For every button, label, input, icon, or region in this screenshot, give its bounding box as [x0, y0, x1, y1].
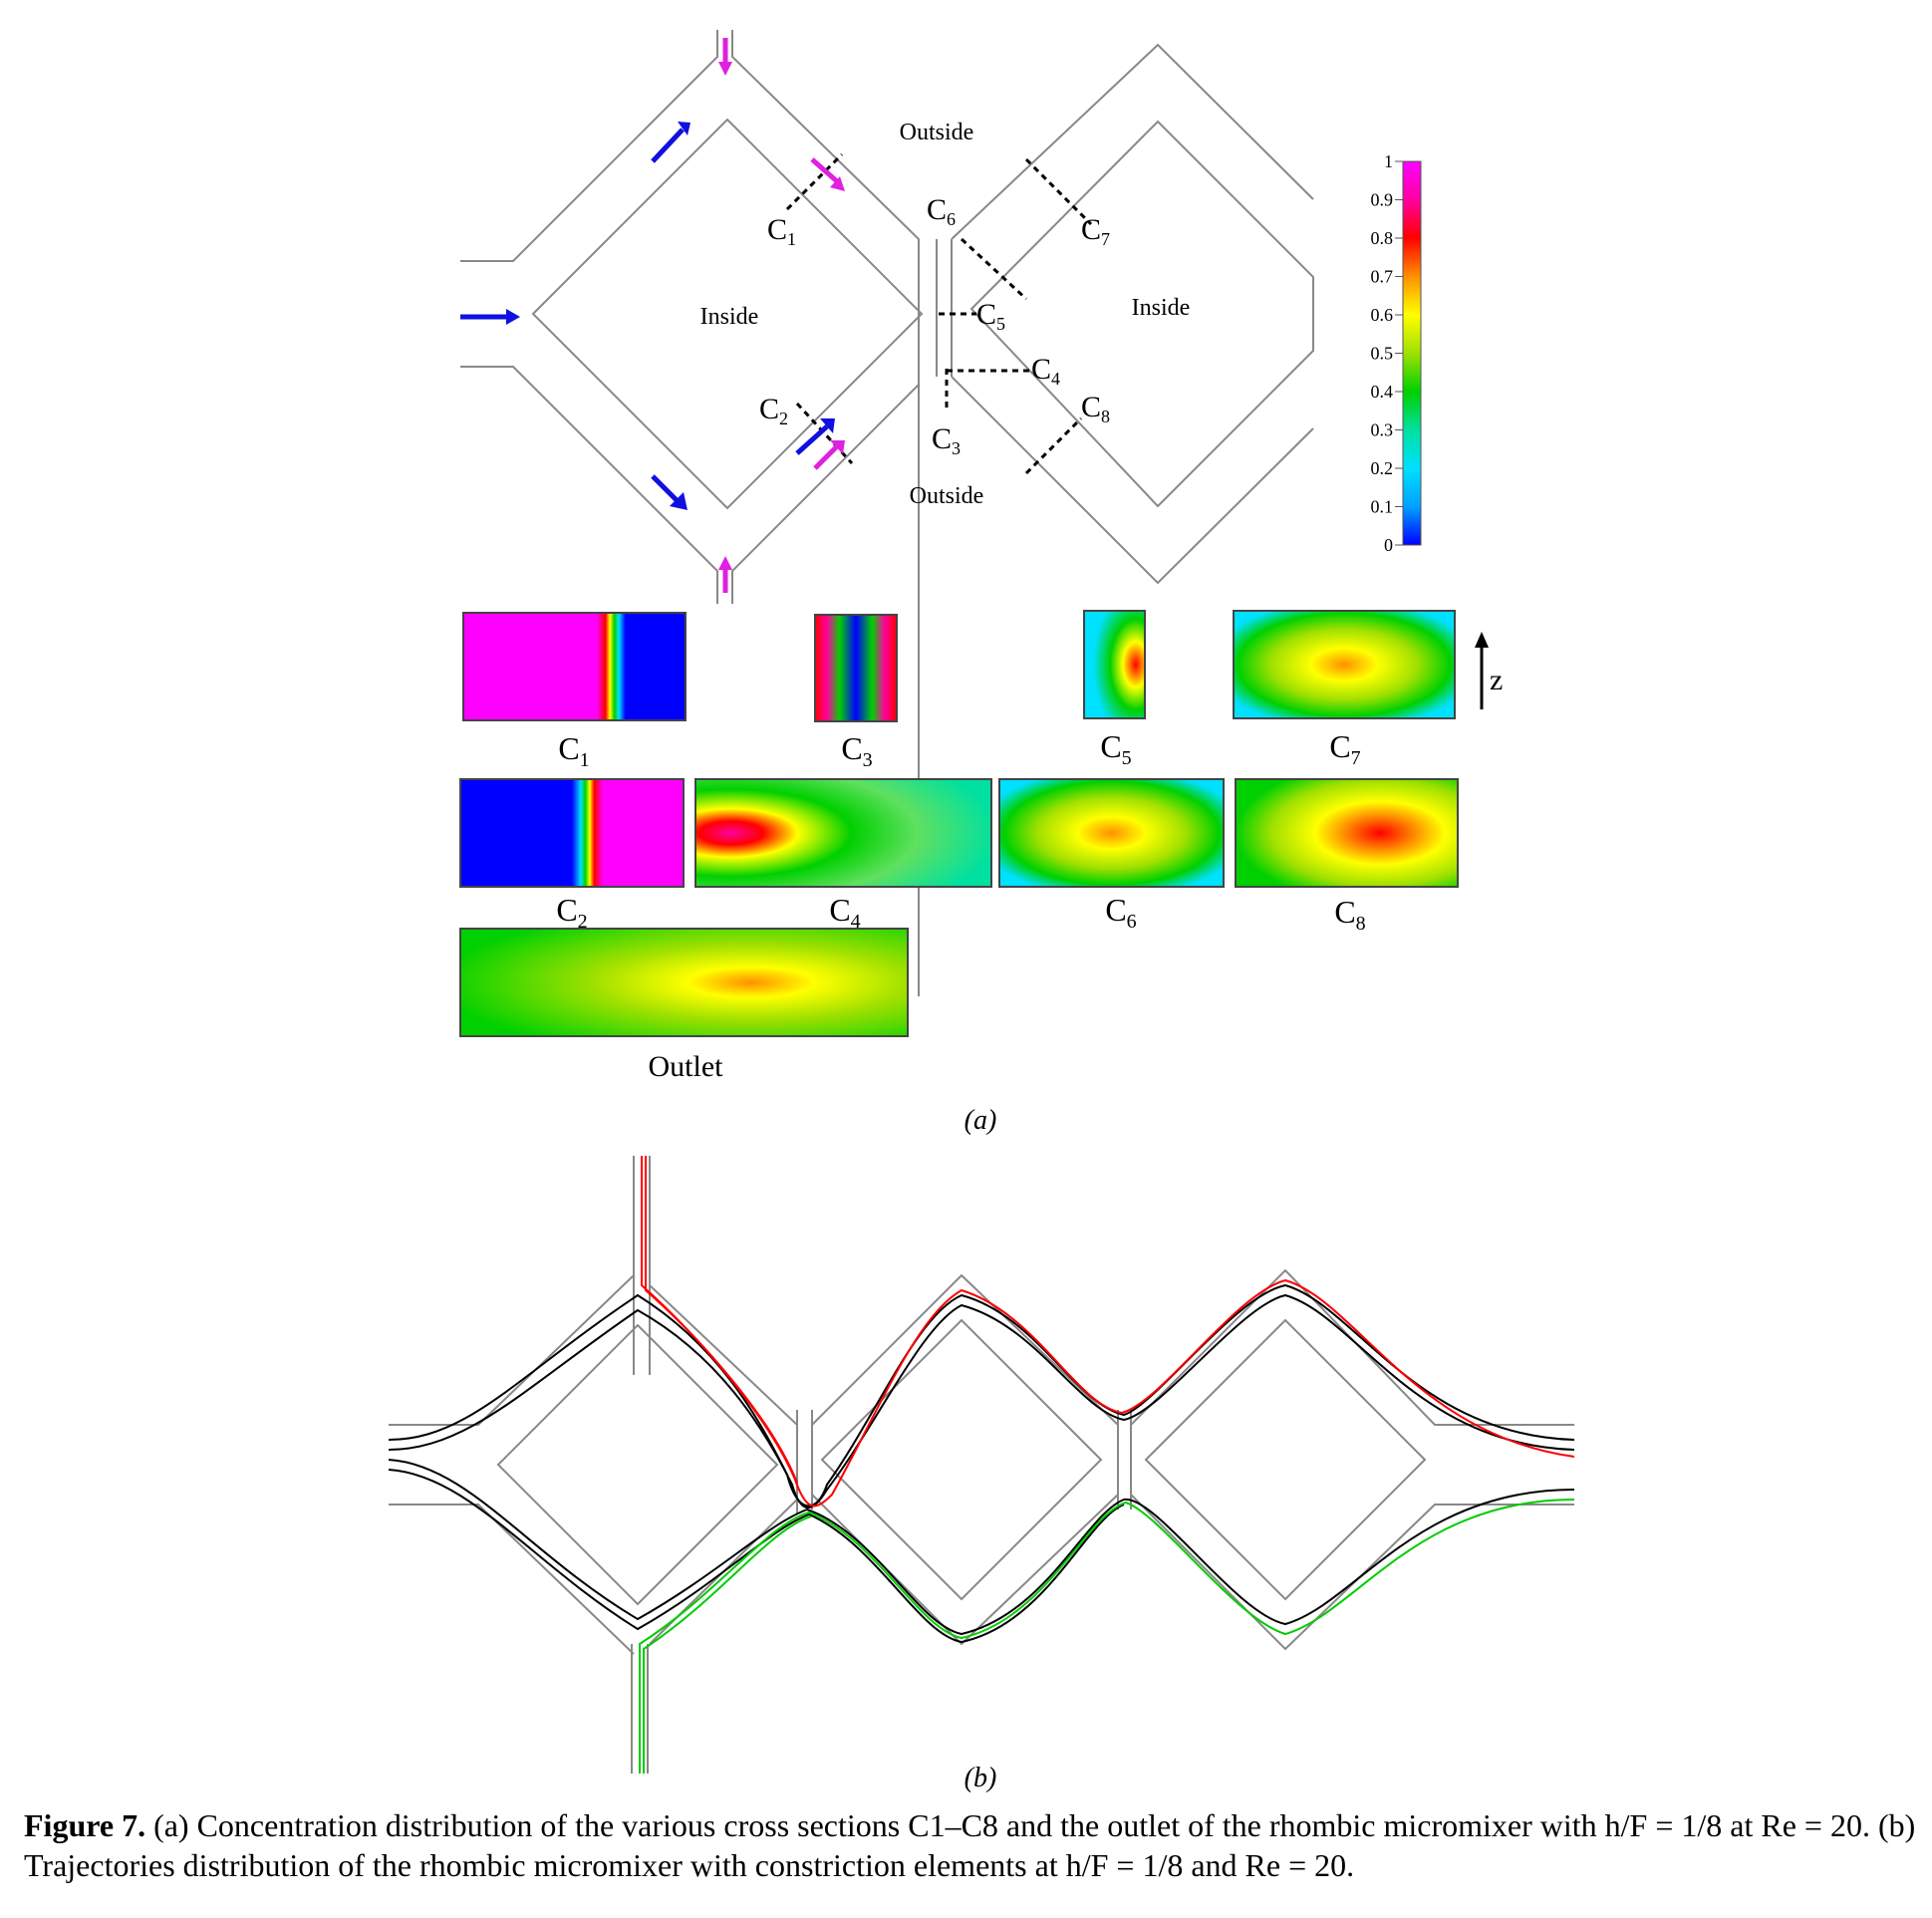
- region-inside-left: Inside: [700, 304, 759, 330]
- contour-c2: [459, 778, 685, 888]
- section-label-c7: C7: [1081, 213, 1110, 249]
- magenta-arrow-icon: [810, 157, 845, 191]
- figure-caption: Figure 7. (a) Concentration distribution…: [24, 1805, 1917, 1885]
- svg-text:C3: C3: [841, 730, 872, 771]
- z-axis-label: z: [1490, 664, 1503, 696]
- colorbar-tick-label: 0.9: [1371, 190, 1394, 210]
- colorbar: 0 0.1 0.2 0.3 0.4 0.5 0.6 0.7 0.8 0.9 1: [1371, 151, 1422, 555]
- colorbar-tick-label: 0.8: [1371, 228, 1394, 248]
- mixer-geometry-a: [460, 30, 1314, 996]
- panel-a-label: (a): [965, 1105, 997, 1136]
- colorbar-tick-label: 0.6: [1371, 305, 1394, 325]
- blue-arrow-icon: [651, 122, 690, 163]
- section-label-c2: C2: [759, 393, 788, 428]
- mixer-geometry-b: [389, 1156, 1574, 1774]
- contour-c1: [462, 612, 687, 721]
- blue-arrow-icon: [651, 474, 688, 510]
- section-label-c3: C3: [932, 422, 961, 458]
- colorbar-tick-label: 0.7: [1371, 267, 1394, 287]
- figure-label: Figure 7.: [24, 1807, 146, 1843]
- section-label-c6: C6: [927, 193, 956, 229]
- caption-text: (a) Concentration distribution of the va…: [24, 1807, 1916, 1883]
- trajectories: [388, 1156, 1575, 1774]
- region-outside-bottom: Outside: [910, 483, 984, 509]
- section-label-c5: C5: [976, 298, 1005, 334]
- colorbar-tick-label: 0.5: [1371, 344, 1394, 364]
- contour-c8: [1235, 778, 1459, 888]
- region-outside-top: Outside: [900, 120, 974, 145]
- region-inside-right: Inside: [1132, 295, 1191, 321]
- colorbar-tick-label: 0: [1384, 535, 1393, 555]
- figure-7: Outside Outside Inside Inside C1 C2 C3 C…: [388, 30, 1575, 1793]
- svg-text:C8: C8: [1334, 894, 1365, 935]
- contour-c4: [694, 778, 992, 888]
- svg-text:C7: C7: [1329, 728, 1360, 769]
- contour-c3: [814, 614, 898, 722]
- colorbar-tick-label: 0.2: [1371, 458, 1394, 478]
- magenta-arrow-icon: [718, 556, 732, 593]
- z-axis-arrow-icon: z: [1475, 632, 1503, 709]
- region-labels: Outside Outside Inside Inside: [700, 120, 1191, 509]
- cross-sections: [459, 610, 1459, 1037]
- blue-arrow-icon: [795, 418, 835, 455]
- inlet-arrows: [460, 38, 845, 593]
- contour-c6: [998, 778, 1225, 888]
- contour-c7: [1233, 610, 1456, 719]
- colorbar-tick-label: 0.1: [1371, 497, 1394, 517]
- colorbar-tick-label: 0.4: [1371, 382, 1394, 402]
- outlet-label: Outlet: [649, 1050, 724, 1083]
- colorbar-tick-label: 0.3: [1371, 420, 1394, 440]
- section-label-c8: C8: [1081, 391, 1110, 426]
- colorbar-tick-label: 1: [1384, 151, 1393, 171]
- magenta-arrow-icon: [813, 440, 845, 470]
- svg-text:C4: C4: [829, 892, 860, 933]
- section-label-c4: C4: [1031, 353, 1060, 389]
- svg-text:C2: C2: [556, 892, 587, 933]
- contour-outlet: [459, 928, 909, 1037]
- contour-c5: [1083, 610, 1146, 719]
- svg-text:C5: C5: [1100, 728, 1131, 769]
- svg-text:C1: C1: [558, 730, 589, 771]
- magenta-arrow-icon: [718, 38, 732, 76]
- section-labels: C1 C2 C3 C4 C5 C6 C7 C8: [759, 193, 1110, 458]
- section-label-c1: C1: [767, 213, 796, 249]
- blue-arrow-icon: [460, 309, 520, 325]
- svg-text:C6: C6: [1105, 892, 1136, 933]
- panel-b-label: (b): [965, 1763, 997, 1793]
